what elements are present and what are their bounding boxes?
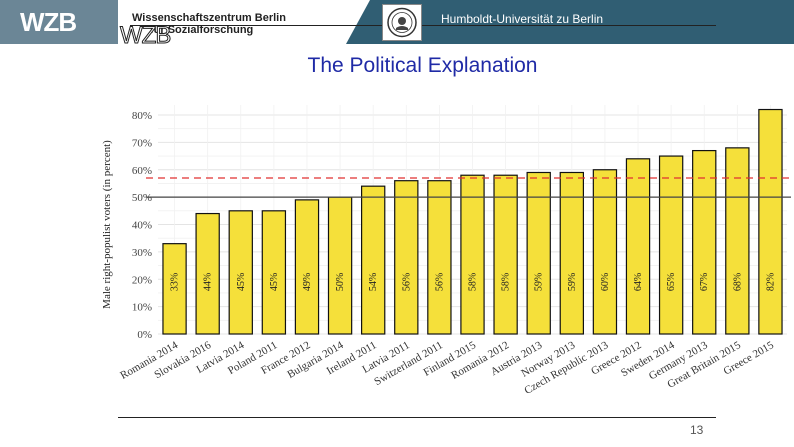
bar-value-label: 49% <box>302 273 313 291</box>
institution-name-line2: für Sozialforschung <box>150 24 254 36</box>
wzb-logo-outline: WZB <box>119 22 171 50</box>
bar-value-label: 45% <box>269 273 280 291</box>
slide-title: The Political Explanation <box>307 54 538 77</box>
bar <box>559 171 585 335</box>
bar-value-label: 44% <box>203 273 214 291</box>
y-tick-label: 10% <box>132 302 152 314</box>
y-tick-label: 50% <box>132 192 152 204</box>
y-tick-label: 60% <box>132 165 152 177</box>
bar <box>493 174 518 335</box>
bar <box>725 147 750 335</box>
y-tick-label: 20% <box>132 274 152 286</box>
bar <box>427 180 452 335</box>
header-rule <box>130 25 716 26</box>
bar-value-label: 56% <box>434 273 445 291</box>
bar <box>162 243 187 335</box>
bar-value-label: 59% <box>534 273 545 291</box>
bar-value-label: 60% <box>600 273 611 291</box>
bar-value-label: 56% <box>401 273 412 291</box>
slide-header: WZB Wissenschaftszentrum Berlin für Sozi… <box>0 0 794 50</box>
bar-value-label: 59% <box>567 273 578 291</box>
bar <box>625 158 651 335</box>
y-tick-label: 80% <box>132 110 152 122</box>
bar-value-label: 54% <box>368 273 379 291</box>
bar-value-label: 50% <box>335 273 346 291</box>
wzb-logo: WZB <box>20 7 77 37</box>
header-left-block <box>0 0 118 44</box>
bar <box>294 199 320 335</box>
institution-name-line1: Wissenschaftszentrum Berlin <box>132 12 286 24</box>
bar-value-label: 45% <box>236 273 247 291</box>
university-name: Humboldt-Universität zu Berlin <box>441 12 604 26</box>
bar <box>592 169 618 335</box>
y-tick-label: 40% <box>132 220 152 232</box>
bar <box>692 149 717 335</box>
bar-value-label: 68% <box>732 273 743 291</box>
bar-value-label: 67% <box>699 273 710 291</box>
bar <box>758 108 783 335</box>
bar <box>526 171 551 335</box>
bar-value-label: 82% <box>765 273 776 291</box>
bar <box>658 155 684 335</box>
bar <box>360 185 386 335</box>
y-tick-label: 0% <box>137 329 152 341</box>
y-tick-label: 30% <box>132 247 152 259</box>
y-tick-label: 70% <box>132 137 152 149</box>
bar <box>261 210 287 335</box>
bar <box>460 174 485 335</box>
footer-rule <box>118 417 716 418</box>
y-axis-title: Male right-populist voters (in percent) <box>101 140 113 309</box>
bar <box>228 210 253 335</box>
bar <box>394 180 419 335</box>
bar <box>327 196 353 335</box>
bar-value-label: 65% <box>666 273 677 291</box>
bar-value-label: 58% <box>468 273 479 291</box>
bar-value-label: 33% <box>170 273 181 291</box>
bar <box>195 212 220 335</box>
bar-value-label: 58% <box>501 273 512 291</box>
page-number: 13 <box>690 423 704 437</box>
bar-value-label: 64% <box>633 273 644 291</box>
university-seal-icon <box>382 4 422 41</box>
